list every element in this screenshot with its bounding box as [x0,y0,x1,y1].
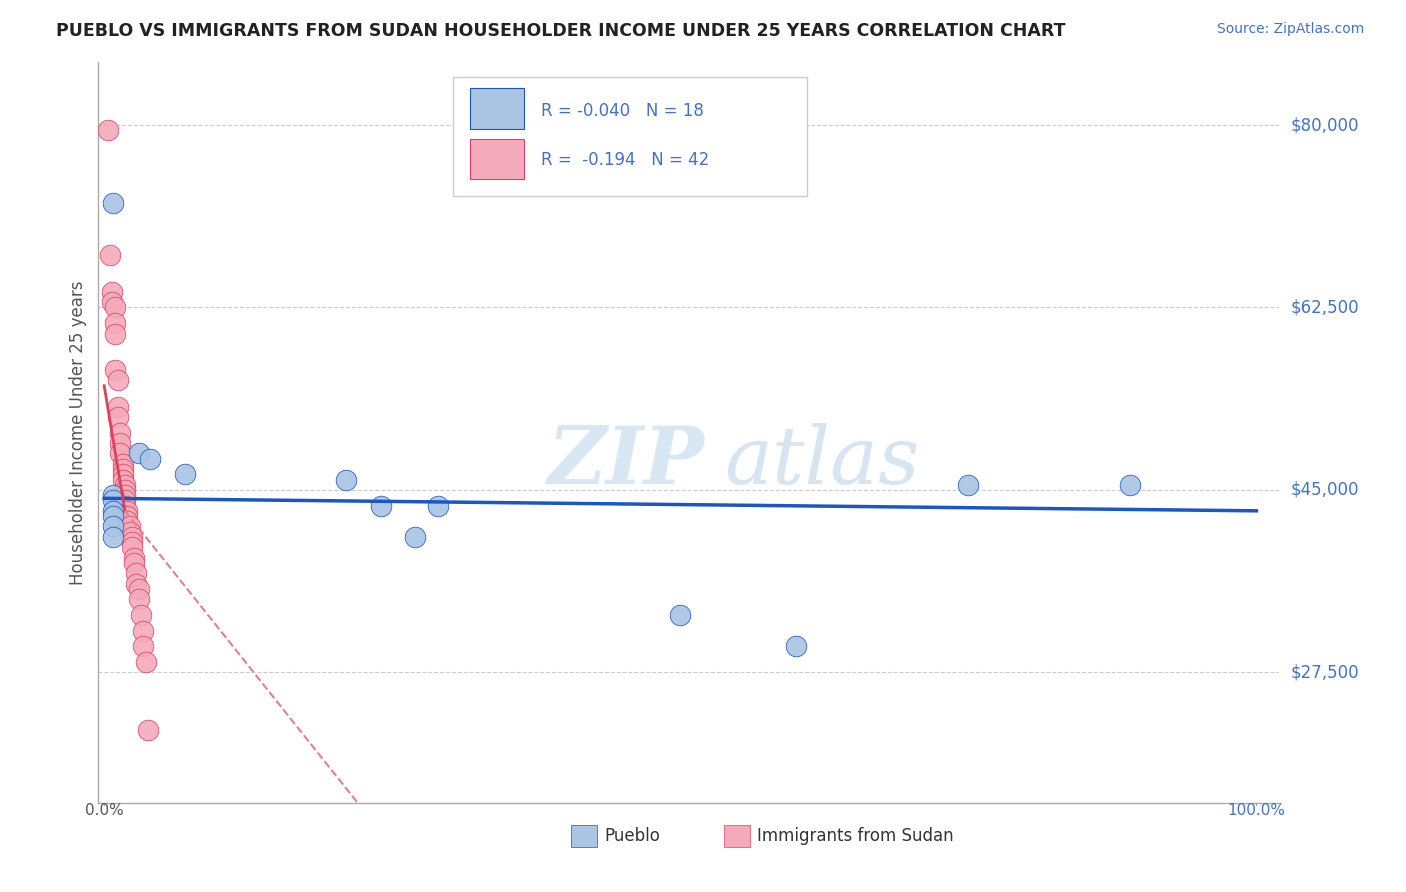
Text: Source: ZipAtlas.com: Source: ZipAtlas.com [1216,22,1364,37]
Y-axis label: Householder Income Under 25 years: Householder Income Under 25 years [69,280,87,585]
Point [103,504,125,518]
Point [103,363,125,377]
Point [111,467,134,482]
Point [103,301,125,315]
Text: $62,500: $62,500 [1291,299,1360,317]
Point [107,400,129,414]
Text: $45,000: $45,000 [1291,481,1360,499]
Point [132,624,155,638]
Text: $27,500: $27,500 [1291,664,1360,681]
Point [103,509,125,524]
Point [785,640,807,654]
Point [114,493,136,508]
Point [103,326,125,341]
Text: $80,000: $80,000 [1291,116,1360,134]
Text: ZIP: ZIP [547,424,704,501]
Point [107,374,129,388]
Text: 100.0%: 100.0% [1227,803,1285,818]
Point [427,499,450,513]
Point [121,530,143,544]
FancyBboxPatch shape [471,138,523,179]
Point [103,530,125,544]
Point [128,592,150,607]
Point [139,451,162,466]
Point [121,535,143,549]
FancyBboxPatch shape [453,78,807,195]
Point [115,514,138,528]
Text: 0.0%: 0.0% [84,803,124,818]
Point [101,285,124,299]
Point [404,530,426,544]
FancyBboxPatch shape [471,88,523,129]
FancyBboxPatch shape [571,825,596,847]
Point [110,436,132,450]
Point [110,446,132,460]
Point [114,477,136,491]
Point [98,248,121,262]
Point [101,295,124,310]
Point [122,550,145,565]
Point [136,723,159,737]
Point [135,655,157,669]
Point [122,556,145,570]
Text: R =  -0.194   N = 42: R = -0.194 N = 42 [541,151,710,169]
Point [115,509,138,524]
Point [103,519,125,533]
Point [335,473,357,487]
Point [103,316,125,330]
Point [111,457,134,471]
Point [129,608,152,623]
Point [121,541,143,555]
Point [103,196,125,211]
Point [118,519,141,533]
Point [118,524,141,539]
Text: Pueblo: Pueblo [605,827,659,845]
Point [114,488,136,502]
Text: R = -0.040   N = 18: R = -0.040 N = 18 [541,102,704,120]
Point [111,462,134,476]
Point [97,123,120,137]
Text: Immigrants from Sudan: Immigrants from Sudan [758,827,955,845]
Text: PUEBLO VS IMMIGRANTS FROM SUDAN HOUSEHOLDER INCOME UNDER 25 YEARS CORRELATION CH: PUEBLO VS IMMIGRANTS FROM SUDAN HOUSEHOL… [56,22,1066,40]
Point [128,582,150,596]
Point [957,477,980,491]
Point [173,467,195,482]
Point [128,446,150,460]
Point [103,493,125,508]
Point [103,488,125,502]
Point [114,499,136,513]
Point [110,425,132,440]
Point [125,577,148,591]
Point [669,608,692,623]
Point [125,566,148,581]
Point [114,483,136,497]
Point [111,473,134,487]
Point [370,499,392,513]
Point [132,640,155,654]
Point [1118,477,1140,491]
FancyBboxPatch shape [724,825,751,847]
Point [115,504,138,518]
Point [107,409,129,424]
Text: atlas: atlas [724,424,920,501]
